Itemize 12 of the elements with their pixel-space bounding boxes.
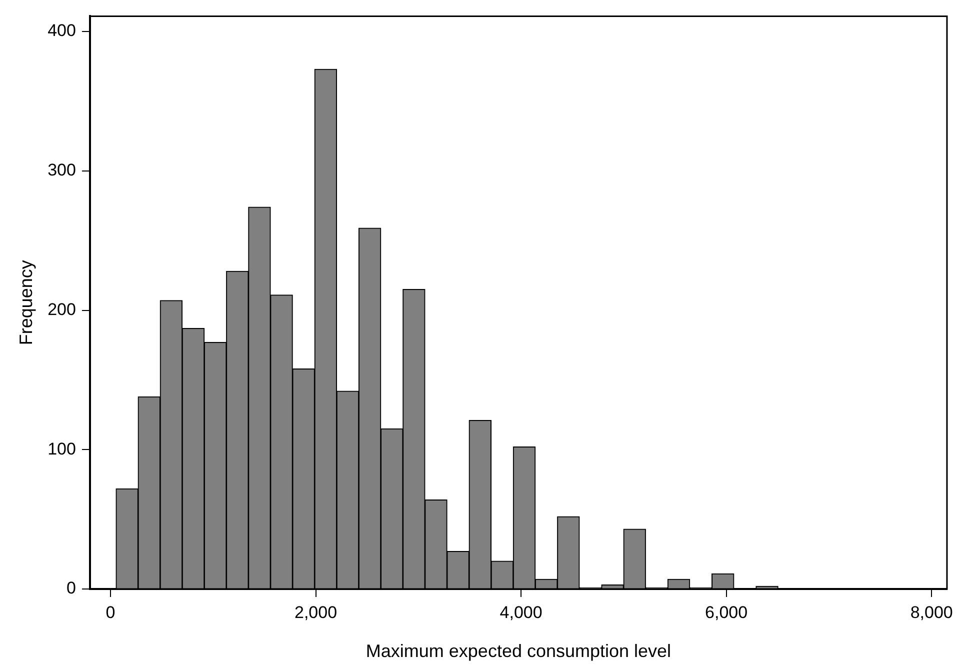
y-tick-label: 0: [66, 578, 76, 598]
x-tick-label: 2,000: [294, 602, 338, 622]
x-axis-title: Maximum expected consumption level: [366, 641, 672, 662]
y-axis-title: Frequency: [16, 260, 36, 346]
x-tick-label: 6,000: [705, 602, 748, 622]
y-tick-label: 300: [48, 160, 76, 180]
x-tick-label: 4,000: [500, 602, 542, 622]
y-tick-label: 100: [48, 439, 76, 458]
x-tick-label: 8,000: [910, 602, 953, 622]
y-tick-label: 200: [48, 300, 76, 319]
x-tick-label: 0: [106, 602, 116, 622]
y-tick-label: 400: [48, 21, 76, 40]
